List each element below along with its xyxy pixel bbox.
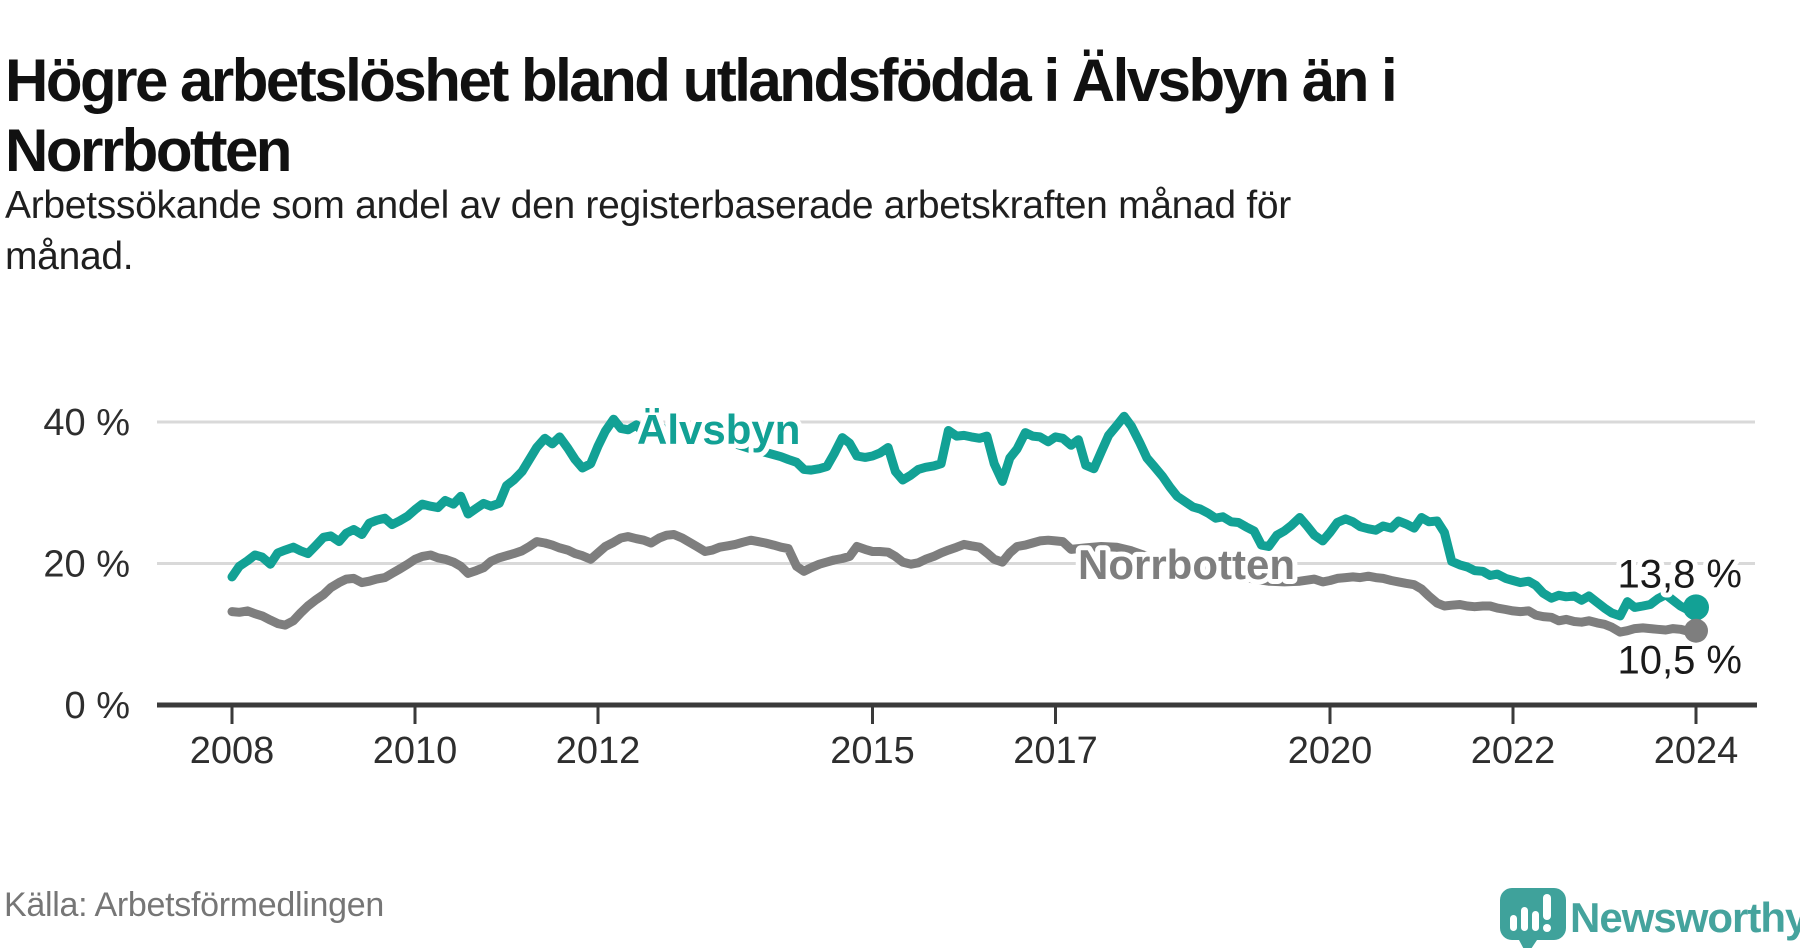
end-value-label-norrbotten: 10,5 % (1617, 639, 1742, 683)
chart-subtitle: Arbetssökande som andel av den registerb… (5, 180, 1525, 282)
title-line-1: Högre arbetslöshet bland utlandsfödda i … (5, 47, 1398, 115)
end-value-label-alvsbyn: 13,8 % (1617, 552, 1742, 596)
end-dot-alvsbyn (1683, 594, 1709, 621)
x-tick-label-2024: 2024 (1654, 730, 1739, 772)
end-dot-norrbotten (1684, 618, 1708, 643)
series-label-norrbotten: Norrbotten (1078, 541, 1295, 588)
subtitle-line-1: Arbetssökande som andel av den registerb… (5, 184, 1291, 227)
series-label-alvsbyn: Älvsbyn (637, 406, 800, 453)
x-axis (157, 702, 1757, 724)
series-inline-labels: Älvsbyn Norrbotten (632, 401, 1300, 593)
y-tick-label-40: 40 % (43, 402, 130, 444)
x-tick-label-2020: 2020 (1288, 730, 1373, 772)
x-tick-label-2010: 2010 (373, 730, 458, 772)
end-value-labels: 13,8 % 10,5 % (1612, 547, 1747, 687)
source-caption: Källa: Arbetsförmedlingen (4, 886, 384, 924)
y-tick-label-20: 20 % (43, 544, 130, 586)
bar-icon-1 (1510, 915, 1517, 931)
series-line-alvsbyn (227, 411, 1701, 621)
bar-icon-2 (1521, 907, 1528, 931)
page-title: Högre arbetslöshet bland utlandsfödda i … (5, 46, 1705, 186)
newsworthy-speech-bubble-icon (1500, 888, 1566, 948)
x-tick-label-2015: 2015 (830, 730, 915, 772)
y-axis-labels: 40 % 20 % 0 % (43, 402, 130, 727)
x-tick-label-2017: 2017 (1013, 730, 1098, 772)
gridlines (157, 420, 1755, 565)
exclamation-bar-icon (1543, 894, 1551, 920)
x-axis-labels: 2008 2010 2012 2015 2017 2020 2022 2024 (190, 730, 1739, 772)
y-tick-label-0: 0 % (65, 685, 130, 727)
bar-icon-3 (1532, 911, 1539, 931)
end-point-dots (1683, 594, 1709, 643)
newsworthy-logo: Newsworthy (1490, 880, 1800, 948)
exclamation-dot-icon (1543, 924, 1551, 932)
title-line-2: Norrbotten (5, 117, 292, 185)
subtitle-line-2: månad. (5, 235, 134, 278)
x-tick-label-2008: 2008 (190, 730, 275, 772)
series-lines (227, 411, 1701, 637)
x-tick-label-2022: 2022 (1471, 730, 1556, 772)
logo-wordmark: Newsworthy (1570, 894, 1800, 941)
x-tick-label-2012: 2012 (556, 730, 641, 772)
series-line-norrbotten (227, 530, 1701, 637)
